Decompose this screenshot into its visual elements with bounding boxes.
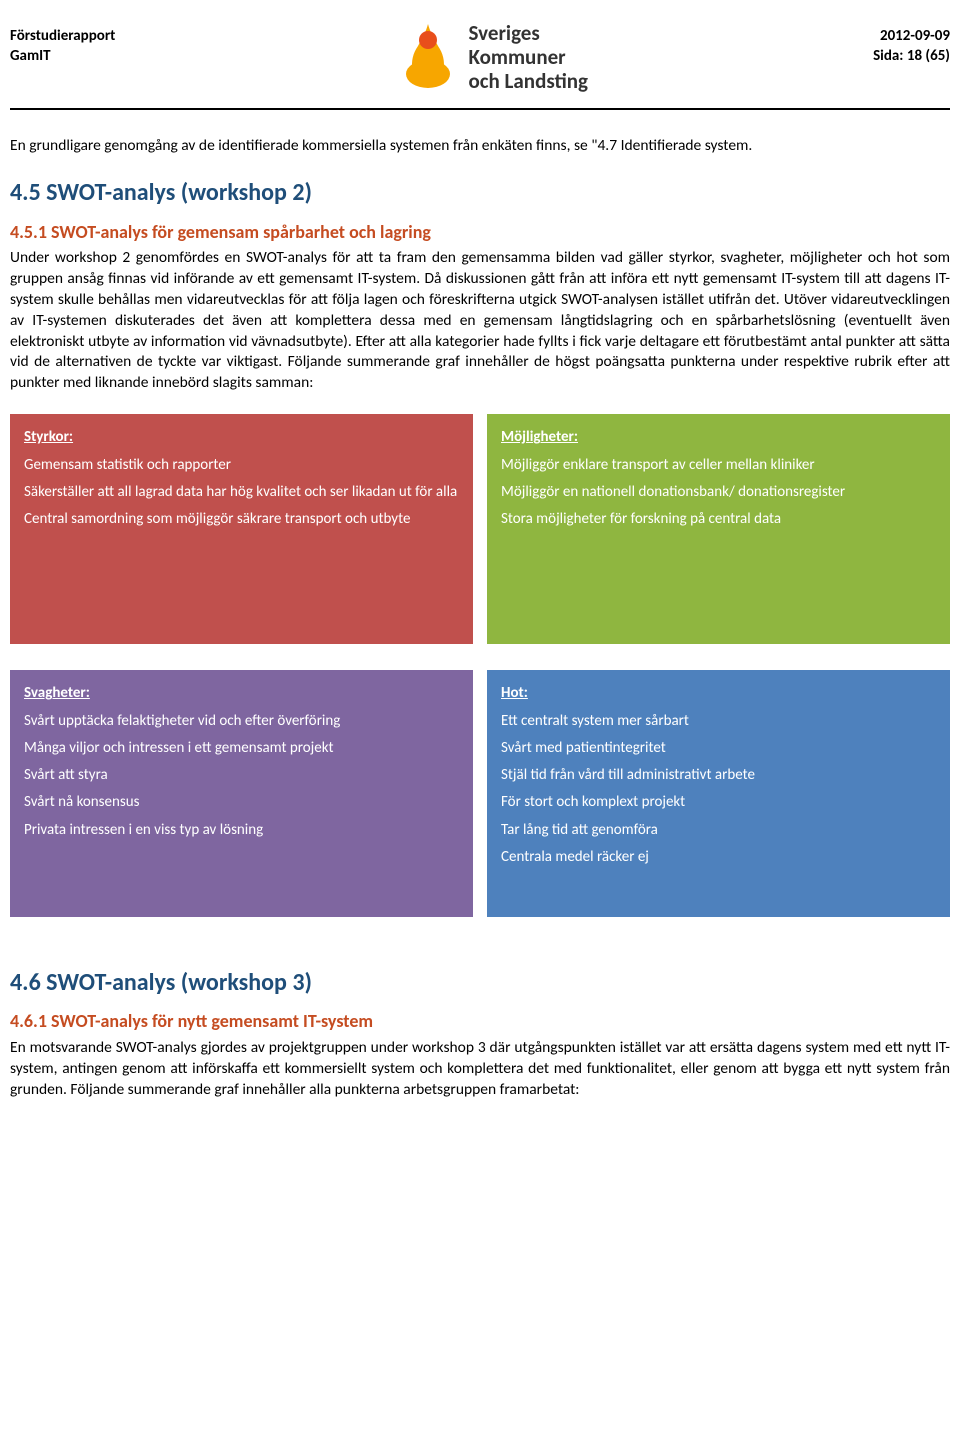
section-4-6-heading: 4.6 SWOT-analys (workshop 3): [10, 967, 950, 999]
swot-strengths-box: Styrkor: Gemensam statistik och rapporte…: [10, 414, 473, 644]
header-date: 2012-09-09: [873, 26, 950, 46]
page-header: Förstudierapport GamIT Sveriges Kommuner…: [10, 14, 950, 96]
swot-opportunities-item: Stora möjligheter för forskning på centr…: [501, 508, 936, 531]
section-4-5-paragraph: Under workshop 2 genomfördes en SWOT-ana…: [10, 248, 950, 394]
swot-weaknesses-item: Privata intressen i en viss typ av lösni…: [24, 819, 459, 842]
section-4-6-1-heading: 4.6.1 SWOT-analys för nytt gemensamt IT-…: [10, 1009, 950, 1033]
swot-opportunities-title: Möjligheter:: [501, 426, 936, 449]
swot-grid: Styrkor: Gemensam statistik och rapporte…: [10, 414, 950, 917]
swot-threats-item: Stjäl tid från vård till administrativt …: [501, 764, 936, 787]
section-4-5-1-heading: 4.5.1 SWOT-analys för gemensam spårbarhe…: [10, 220, 950, 244]
swot-weaknesses-item: Många viljor och intressen i ett gemensa…: [24, 737, 459, 760]
section-4-6-paragraph: En motsvarande SWOT-analys gjordes av pr…: [10, 1038, 950, 1101]
swot-weaknesses-title: Svagheter:: [24, 682, 459, 705]
skl-logo-icon: [400, 18, 456, 96]
page-container: Förstudierapport GamIT Sveriges Kommuner…: [0, 0, 960, 1151]
logo-line1: Sveriges: [468, 21, 588, 45]
swot-strengths-item: Gemensam statistik och rapporter: [24, 454, 459, 477]
swot-threats-title: Hot:: [501, 682, 936, 705]
header-right: 2012-09-09 Sida: 18 (65): [873, 14, 950, 67]
swot-strengths-item: Central samordning som möjliggör säkrare…: [24, 508, 459, 531]
header-center: Sveriges Kommuner och Landsting: [400, 14, 588, 96]
header-divider: [10, 108, 950, 110]
header-title: Förstudierapport: [10, 26, 115, 46]
swot-opportunities-box: Möjligheter: Möjliggör enklare transport…: [487, 414, 950, 644]
swot-strengths-title: Styrkor:: [24, 426, 459, 449]
swot-threats-item: Svårt med patientintegritet: [501, 737, 936, 760]
logo-text: Sveriges Kommuner och Landsting: [468, 21, 588, 93]
swot-weaknesses-box: Svagheter: Svårt upptäcka felaktigheter …: [10, 670, 473, 917]
header-left: Förstudierapport GamIT: [10, 14, 115, 67]
swot-threats-item: Centrala medel räcker ej: [501, 846, 936, 869]
swot-opportunities-item: Möjliggör en nationell donationsbank/ do…: [501, 481, 936, 504]
swot-weaknesses-item: Svårt upptäcka felaktigheter vid och eft…: [24, 710, 459, 733]
swot-strengths-item: Säkerställer att all lagrad data har hög…: [24, 481, 459, 504]
swot-weaknesses-item: Svårt att styra: [24, 764, 459, 787]
logo-line3: och Landsting: [468, 69, 588, 93]
section-4-5-heading: 4.5 SWOT-analys (workshop 2): [10, 177, 950, 209]
logo-line2: Kommuner: [468, 45, 588, 69]
swot-opportunities-item: Möjliggör enklare transport av celler me…: [501, 454, 936, 477]
header-page-number: Sida: 18 (65): [873, 46, 950, 66]
header-subtitle: GamIT: [10, 46, 115, 66]
swot-weaknesses-item: Svårt nå konsensus: [24, 791, 459, 814]
swot-threats-item: Ett centralt system mer sårbart: [501, 710, 936, 733]
swot-threats-box: Hot: Ett centralt system mer sårbart Svå…: [487, 670, 950, 917]
swot-threats-item: Tar lång tid att genomföra: [501, 819, 936, 842]
intro-paragraph: En grundligare genomgång av de identifie…: [10, 136, 950, 157]
swot-threats-item: För stort och komplext projekt: [501, 791, 936, 814]
